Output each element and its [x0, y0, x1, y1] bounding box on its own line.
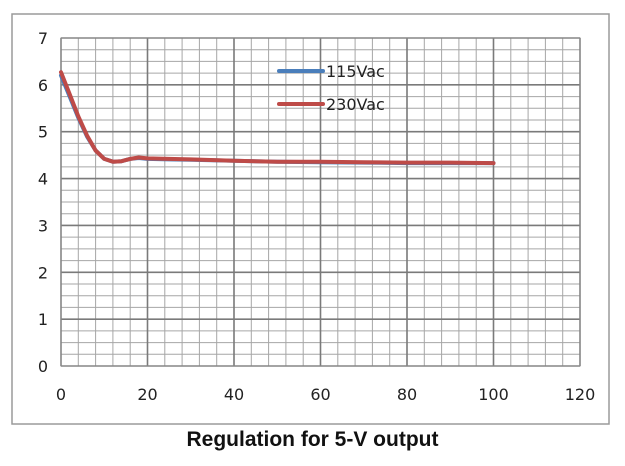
y-tick-label: 0: [38, 357, 48, 376]
series-layer: [59, 70, 496, 166]
x-tick-label: 40: [224, 385, 244, 404]
x-tick-label: 0: [56, 385, 66, 404]
y-axis-ticks: 0 1 2 3 4 5 6 7: [38, 29, 48, 376]
chart-title: Regulation for 5-V output: [186, 428, 439, 451]
chart-border: [11, 13, 610, 425]
y-tick-label: 4: [38, 170, 48, 189]
x-axis-ticks: 0 20 40 60 80 100 120: [56, 385, 595, 404]
y-tick-label: 6: [38, 76, 48, 95]
x-tick-label: 100: [478, 385, 509, 404]
legend: 115Vac 230Vac: [277, 62, 385, 114]
x-tick-label: 80: [397, 385, 417, 404]
y-tick-label: 3: [38, 216, 48, 235]
plot-area: [60, 37, 581, 367]
series-line-230vac: [59, 70, 496, 166]
y-tick-label: 1: [38, 310, 48, 329]
y-tick-label: 5: [38, 123, 48, 142]
x-tick-label: 120: [565, 385, 596, 404]
legend-label: 230Vac: [326, 95, 385, 114]
y-tick-label: 7: [38, 29, 48, 48]
legend-label: 115Vac: [326, 62, 385, 81]
x-tick-label: 60: [310, 385, 330, 404]
x-tick-label: 20: [137, 385, 157, 404]
y-tick-label: 2: [38, 263, 48, 282]
